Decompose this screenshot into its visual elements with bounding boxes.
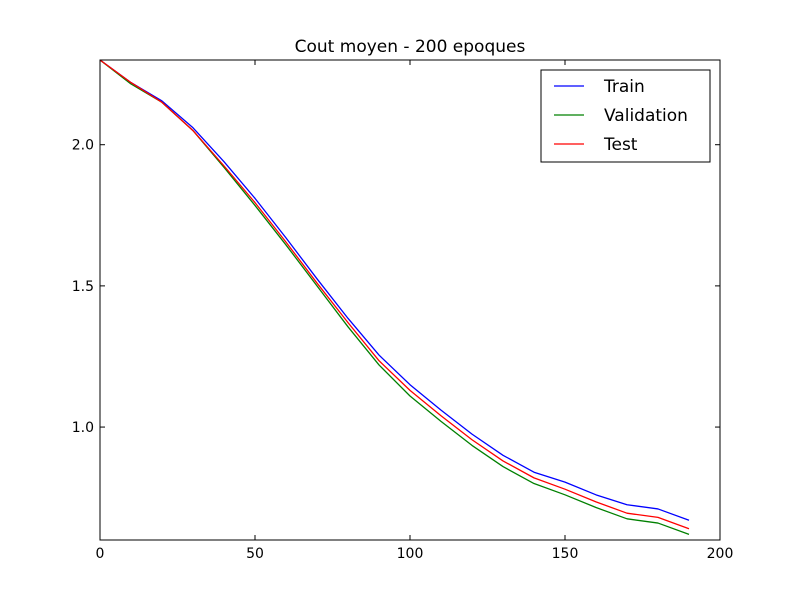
legend-label-test: Test	[603, 135, 638, 155]
series-line-test	[99, 59, 690, 530]
plot-area	[99, 59, 690, 535]
x-tick-label: 200	[707, 546, 734, 562]
y-tick-label: 2.0	[72, 138, 94, 154]
x-tick-label: 150	[552, 546, 579, 562]
series-line-train	[99, 59, 690, 521]
y-tick-label: 1.5	[72, 279, 94, 295]
y-tick-label: 1.0	[72, 420, 94, 436]
chart-title: Cout moyen - 200 epoques	[295, 37, 526, 57]
legend-label-validation: Validation	[604, 106, 688, 126]
legend: Train Validation Test	[540, 69, 711, 163]
x-tick-label: 100	[397, 546, 424, 562]
x-tick-label: 50	[246, 546, 264, 562]
x-tick-label: 0	[96, 546, 105, 562]
axes: 0 50 100 150 200 1.0 1.5 2.0	[72, 59, 734, 562]
legend-box	[540, 69, 711, 163]
legend-label-train: Train	[603, 77, 645, 97]
